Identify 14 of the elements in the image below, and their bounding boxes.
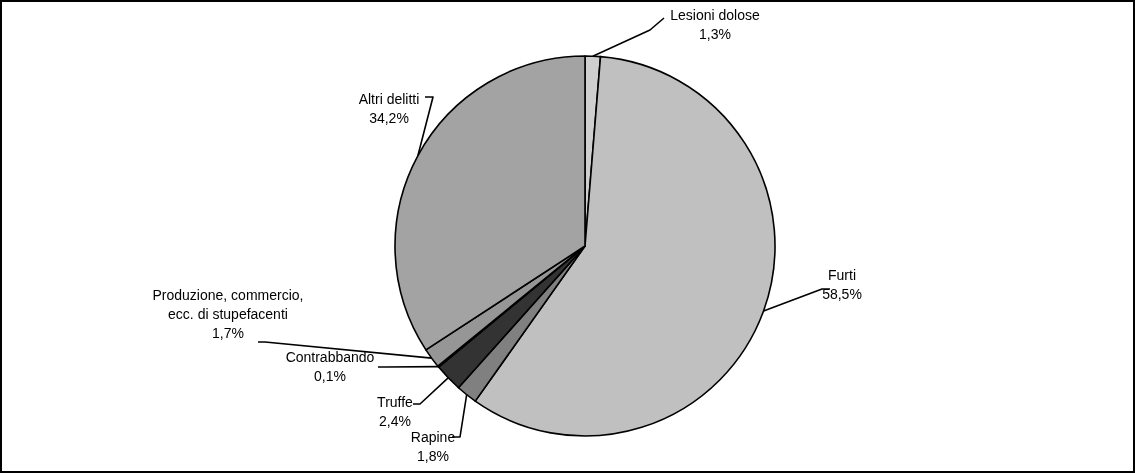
data-label: 1,8%: [417, 448, 449, 464]
slice-label: Contrabbando: [285, 349, 375, 365]
slice-label: Furti: [828, 267, 856, 283]
slice-label: Rapine: [410, 429, 456, 445]
data-label: 2,4%: [379, 413, 411, 429]
data-label: 34,2%: [369, 110, 409, 126]
data-label: 1,7%: [212, 325, 244, 341]
data-label: 1,3%: [699, 26, 731, 42]
slice-label: Altri delitti: [358, 91, 420, 107]
slice-label: Truffe: [377, 394, 414, 410]
slice-label: Lesioni dolose: [670, 7, 760, 23]
data-label: 0,1%: [314, 368, 346, 384]
data-label: 58,5%: [822, 286, 862, 302]
slice-label: Produzione, commercio, ecc. di stupefacenti: [152, 287, 304, 322]
